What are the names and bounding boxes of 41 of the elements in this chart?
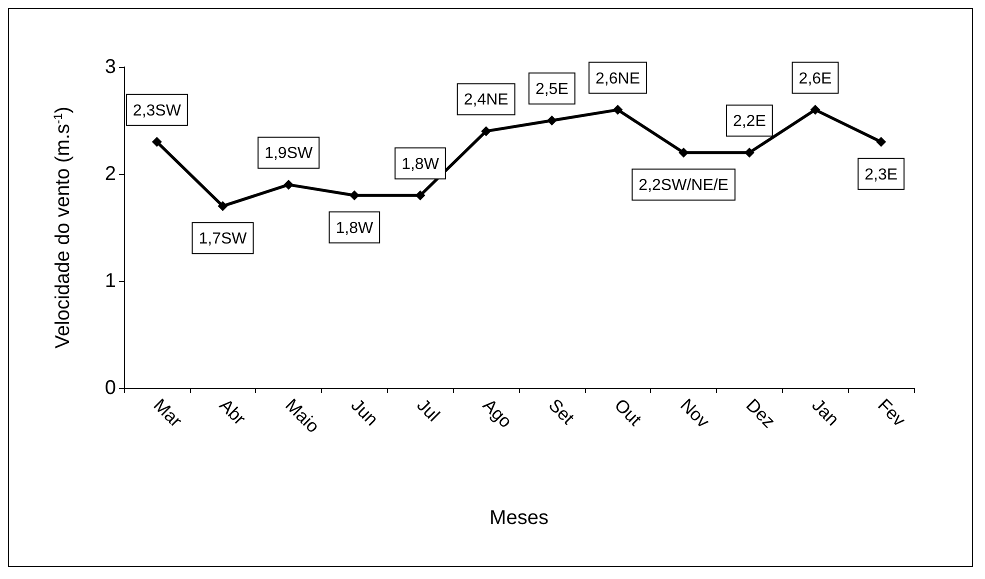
x-tick-label: Ago — [479, 394, 516, 432]
x-tick-label: Jun — [347, 394, 382, 430]
point — [810, 104, 820, 115]
data-label: 2,2SW/NE/E — [638, 177, 728, 194]
y-tick-label: 0 — [104, 377, 116, 399]
x-tick-label: Jul — [413, 394, 444, 426]
point — [876, 136, 886, 147]
point — [218, 201, 228, 212]
data-label: 1,9SW — [264, 145, 314, 162]
data-label: 2,4NE — [464, 92, 508, 109]
x-axis-title: Meses — [490, 507, 548, 529]
point — [415, 190, 426, 200]
data-label: 2,5E — [535, 81, 568, 98]
data-label: 1,7SW — [198, 230, 248, 248]
data-label: 1,8W — [402, 156, 440, 173]
x-tick-label: Dez — [742, 394, 780, 432]
x-tick-label: Abr — [216, 394, 250, 429]
data-label: 2,6E — [798, 70, 832, 88]
x-tick-label: Out — [610, 394, 646, 430]
y-tick-label: 1 — [104, 270, 116, 292]
point — [612, 104, 623, 115]
data-label: 2,2E — [732, 113, 766, 130]
point — [284, 180, 294, 190]
point — [678, 148, 689, 158]
x-tick-label: Nov — [676, 394, 714, 432]
x-tick-label: Fev — [874, 394, 910, 430]
point — [744, 148, 754, 158]
point — [481, 126, 492, 136]
x-tick-label: Set — [544, 394, 578, 428]
data-label: 1,8W — [336, 220, 374, 237]
y-tick-label: 2 — [104, 163, 116, 185]
y-tick-label: 3 — [104, 56, 116, 78]
x-tick-label: Jan — [808, 394, 843, 430]
x-tick-label: Mar — [150, 394, 186, 431]
point — [546, 116, 557, 126]
point — [349, 190, 360, 200]
data-label: 2,3SW — [132, 102, 182, 120]
data-label: 2,3E — [864, 166, 898, 184]
y-axis-title: Velocidade do vento (m.s-1) — [51, 106, 74, 348]
data-label: 2,6NE — [596, 70, 640, 88]
point — [152, 136, 162, 147]
